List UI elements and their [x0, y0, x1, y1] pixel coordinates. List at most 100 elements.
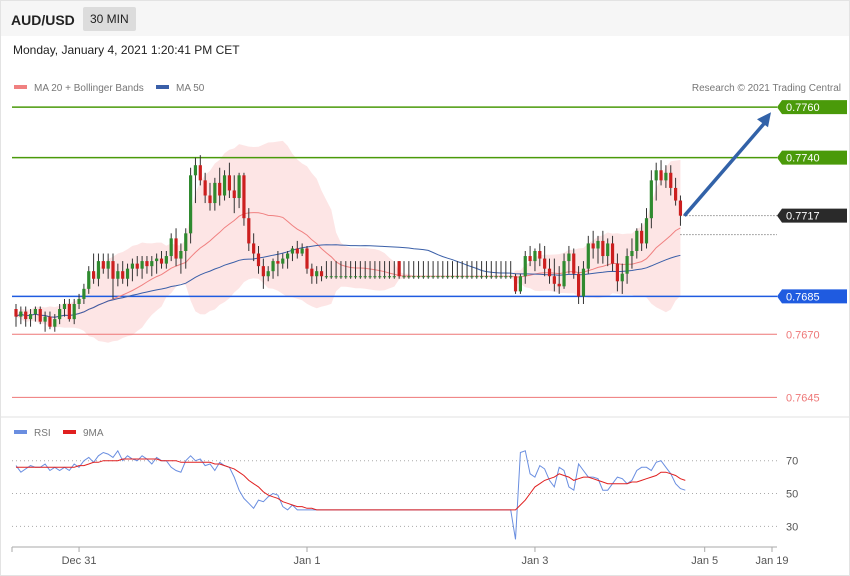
candle-body [213, 182, 217, 204]
time-label: Dec 31 [62, 555, 97, 567]
candle-body [606, 243, 610, 257]
candle-body [24, 311, 28, 320]
candle-body [198, 165, 202, 181]
candle-body [538, 251, 542, 259]
candle-body [596, 240, 600, 249]
candle-body [43, 316, 47, 322]
candle-body [203, 180, 207, 196]
candle-body [208, 195, 212, 204]
candle-body [38, 309, 42, 322]
candle-body [625, 256, 629, 274]
candle-body [387, 276, 392, 278]
candle-body [547, 268, 552, 277]
candle-body [465, 276, 469, 278]
candle-body [242, 175, 246, 219]
candle-body [189, 175, 193, 234]
forecast-arrow-shaft [683, 119, 769, 217]
candle-body [87, 271, 91, 289]
candle-body [222, 175, 227, 196]
candle-body [14, 309, 18, 317]
datetime-label: Monday, January 4, 2021 1:20:41 PM CET [13, 43, 240, 57]
time-axis-labels: Dec 31 Jan 1 Jan 3 Jan 5 Jan 19 [11, 547, 789, 567]
candle-body [373, 276, 377, 278]
candle-body [649, 180, 653, 219]
candle-body [513, 276, 518, 292]
candle-body [111, 261, 115, 279]
candle-body [232, 190, 236, 199]
candle-body [349, 276, 353, 278]
level-tag-0.7740 [777, 150, 847, 165]
candle-body [67, 303, 71, 320]
candle-body [125, 268, 130, 279]
candle-body [407, 276, 411, 278]
candle-body [610, 243, 615, 264]
candle-body [620, 273, 624, 282]
ma50-legend-swatch [156, 85, 169, 89]
candle-body [358, 276, 362, 278]
ma50-legend-label: MA 50 [176, 83, 205, 94]
candle-body [543, 258, 547, 269]
candle-body [416, 276, 421, 278]
candle-body [58, 309, 62, 320]
candle-body [446, 276, 450, 278]
candle-body [53, 319, 57, 327]
candle-body [664, 172, 668, 181]
candle-body [378, 276, 382, 278]
candle-body [475, 276, 479, 278]
candle-body [62, 303, 67, 310]
candle-body [470, 276, 474, 278]
rsi-tick-label: 70 [786, 456, 798, 468]
candle-body [581, 268, 586, 297]
time-label: Jan 5 [691, 555, 718, 567]
candle-body [334, 276, 338, 278]
candle-body [101, 261, 105, 269]
candle-body [421, 276, 425, 278]
candle-body [630, 251, 634, 257]
candle-body [455, 276, 459, 278]
candle-body [252, 243, 256, 254]
candle-body [654, 170, 658, 181]
candle-body [319, 271, 324, 277]
candle-body [295, 248, 299, 254]
candle-body [499, 276, 503, 278]
candle-body [397, 261, 401, 277]
candle-body [247, 218, 251, 244]
candle-body [159, 258, 164, 264]
candles [14, 155, 683, 332]
candle-body [281, 258, 285, 264]
time-label: Jan 19 [755, 555, 788, 567]
candle-body [315, 271, 319, 277]
level-tag-0.7717 [777, 208, 847, 223]
candle-body [96, 261, 101, 279]
candle-body [218, 182, 222, 196]
candle-body [635, 230, 639, 251]
candle-body [48, 316, 52, 327]
candle-body [169, 238, 173, 257]
candle-body [368, 276, 372, 278]
candle-body [489, 276, 493, 278]
bollinger-band-area [16, 140, 681, 343]
candle-body [523, 256, 527, 277]
candle-body [557, 283, 561, 287]
time-label: Jan 1 [294, 555, 321, 567]
candle-body [329, 276, 333, 278]
candle-body [140, 261, 144, 269]
timeframe-button[interactable]: 30 MIN [83, 7, 136, 31]
candle-body [431, 276, 435, 278]
candle-body [509, 276, 513, 278]
candle-body [504, 276, 508, 278]
candle-body [28, 314, 33, 320]
candle-body [116, 271, 120, 279]
candle-body [92, 271, 96, 279]
candle-body [412, 276, 416, 278]
candle-body [484, 276, 489, 278]
candle-body [344, 276, 348, 278]
moving-averages [15, 212, 681, 318]
candle-body [164, 256, 168, 264]
level-label-0.7685: 0.7685 [786, 291, 820, 303]
level-label-0.7670: 0.7670 [786, 329, 820, 341]
candle-body [82, 288, 86, 299]
candle-body [150, 261, 154, 267]
